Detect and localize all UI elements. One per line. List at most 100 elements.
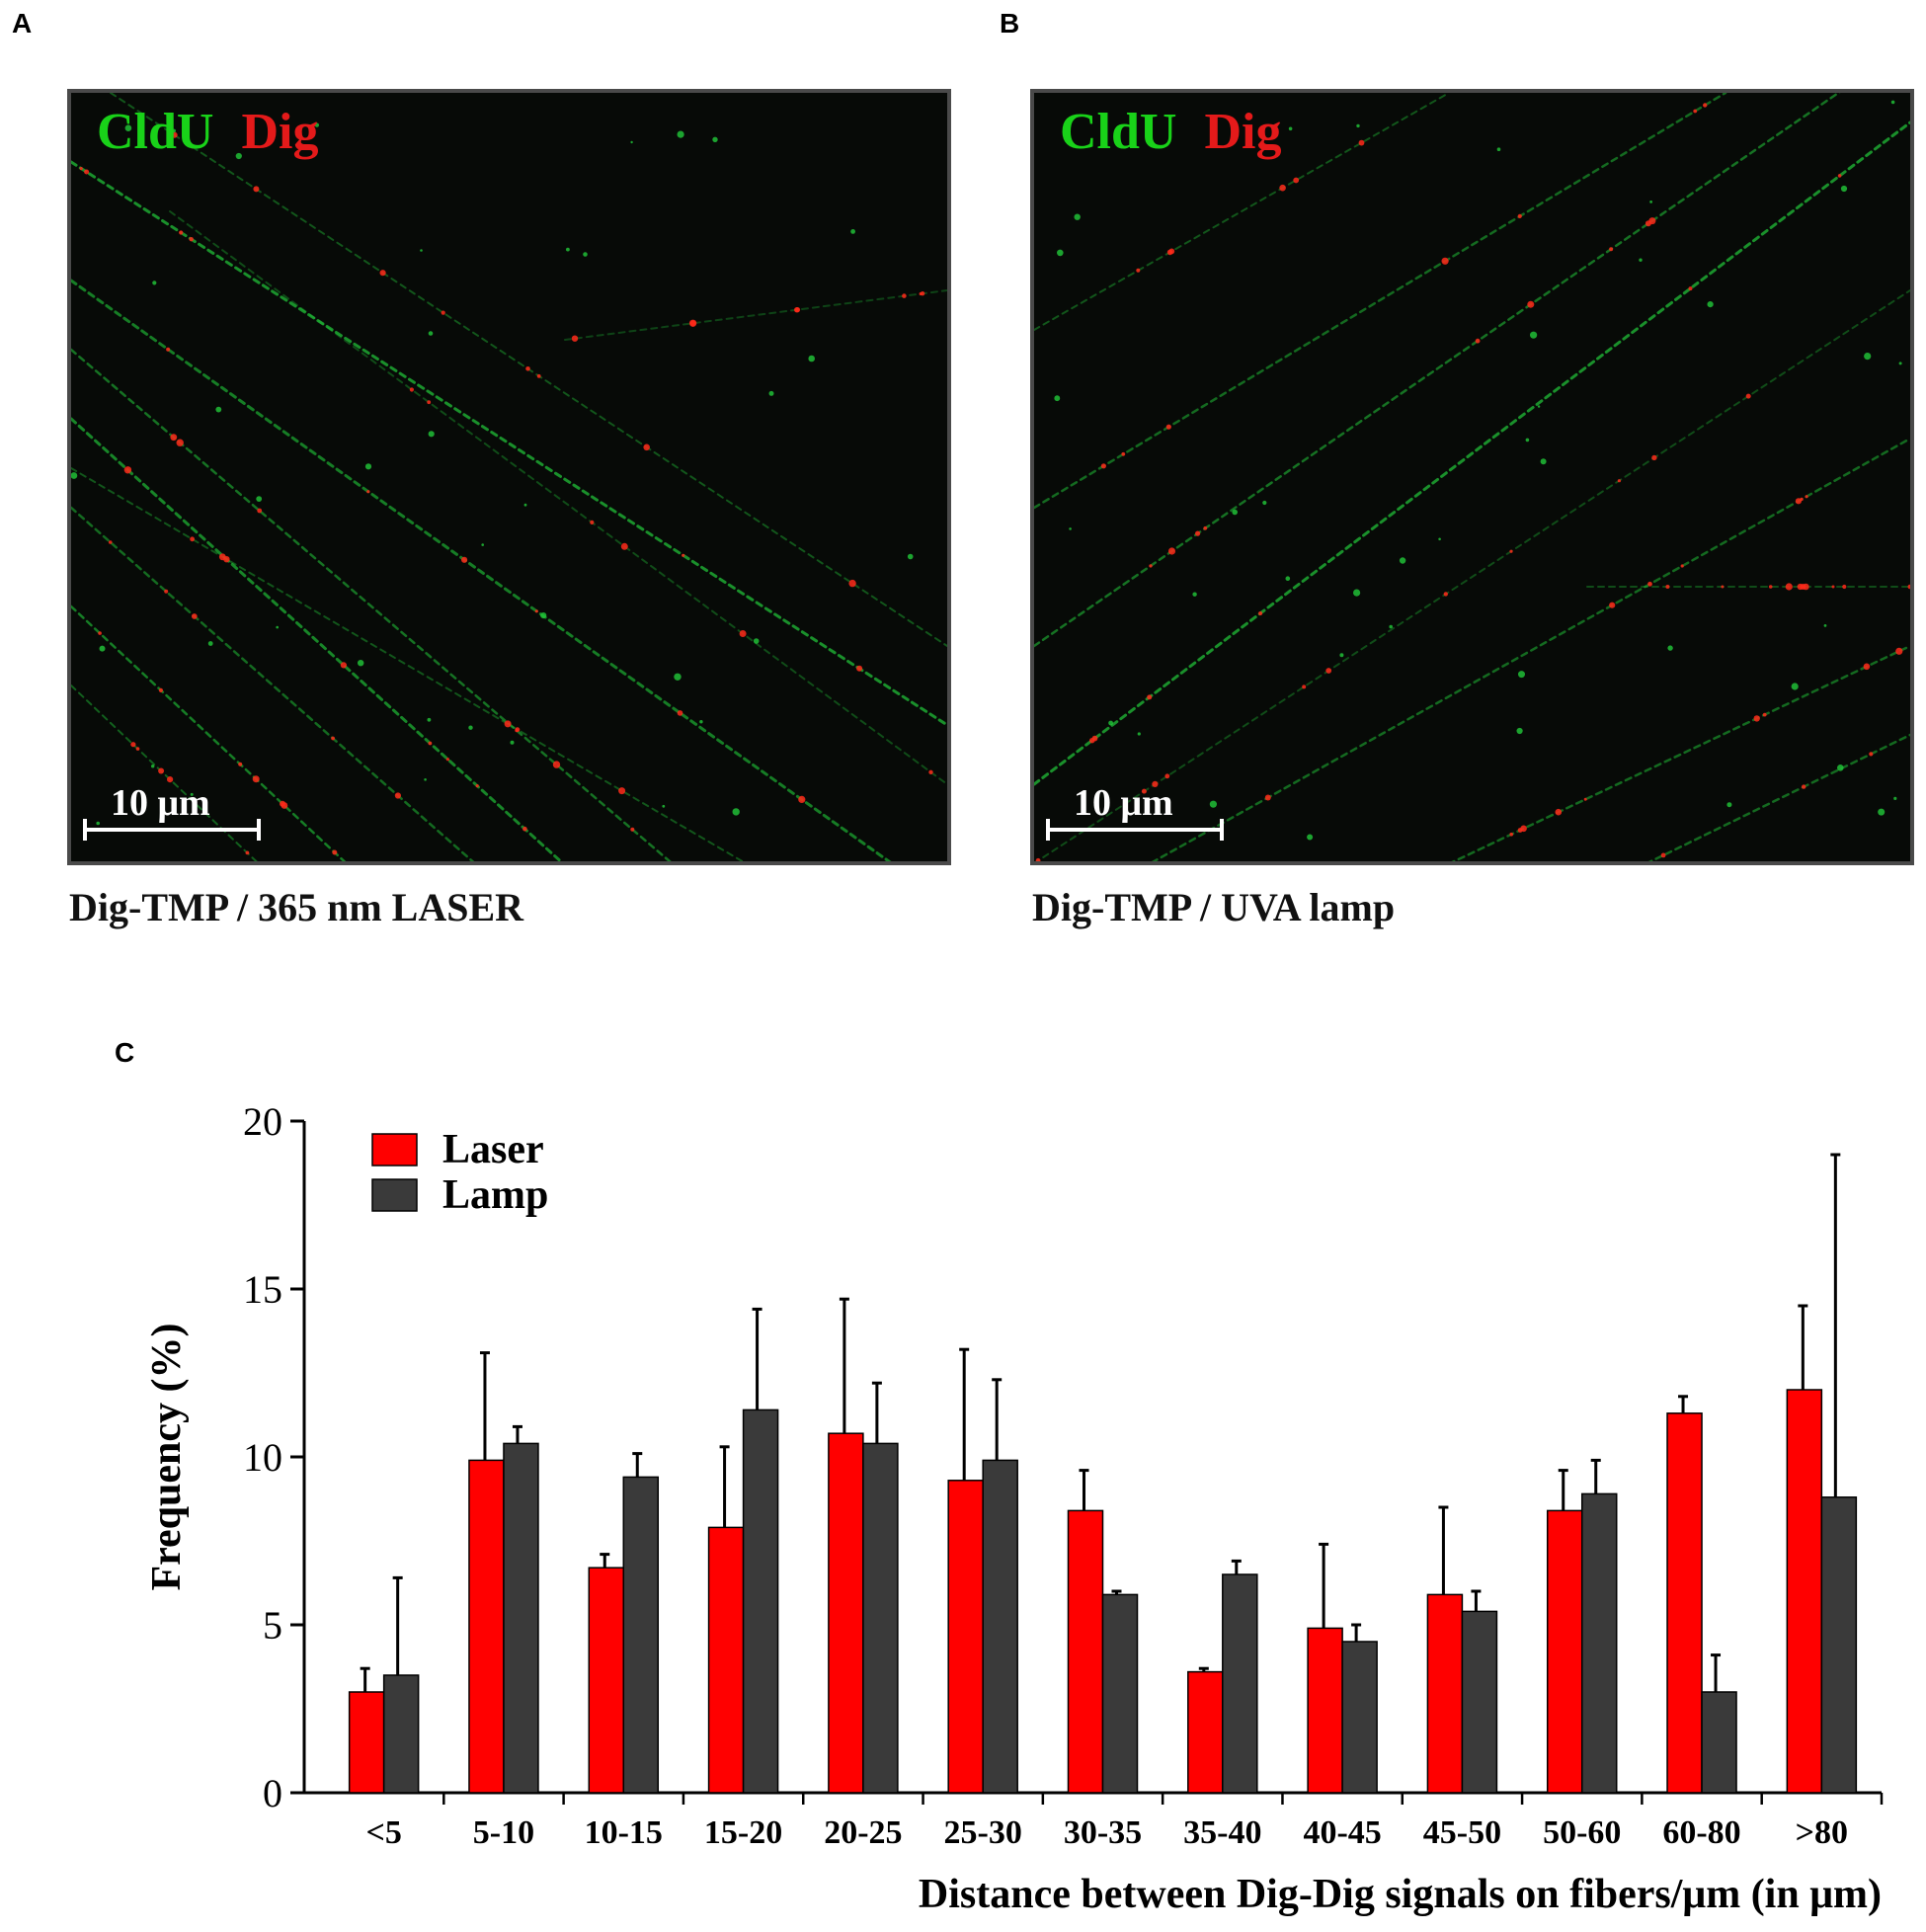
caption-b: Dig-TMP / UVA lamp: [1032, 885, 1396, 929]
dig-signal-dot: [794, 307, 801, 313]
dig-signal-dot: [445, 758, 449, 762]
dig-signal-dot: [1800, 497, 1804, 502]
dig-signal-dot: [536, 373, 541, 378]
dig-signal-dot: [1583, 797, 1587, 801]
dig-signal-dot: [257, 508, 263, 514]
dig-signal-dot: [1035, 857, 1041, 861]
fiber-strand: [71, 160, 947, 727]
dig-signal-dot: [332, 849, 338, 855]
cldu-speck: [1823, 624, 1827, 627]
cldu-speck: [662, 804, 666, 808]
dig-signal-dot: [427, 400, 432, 405]
cldu-speck: [1438, 537, 1441, 541]
dig-signal-dot: [739, 630, 747, 637]
cldu-speck: [523, 503, 527, 507]
cldu-speck: [481, 543, 485, 546]
lamp-bar: [982, 1459, 1018, 1794]
dig-signal-dot: [164, 589, 169, 594]
dig-signal-dot: [677, 710, 683, 716]
dig-signal-dot: [123, 466, 132, 474]
lamp-bar: [1820, 1496, 1858, 1794]
dig-signal-dot: [1688, 286, 1693, 291]
fiber-strand: [564, 289, 947, 341]
dig-signal-dot: [902, 293, 907, 298]
signal-dots: [1035, 100, 1910, 861]
cldu-speck: [1649, 201, 1652, 203]
fiber-image-a: [71, 93, 947, 861]
category-group: 20-25: [824, 1297, 924, 1851]
cldu-speck: [674, 673, 682, 681]
scalebar-a: [83, 819, 261, 841]
category-group: 45-50: [1423, 1505, 1524, 1851]
cldu-speck: [1057, 249, 1064, 257]
dig-signal-dot: [135, 747, 140, 751]
cldu-speck: [677, 130, 684, 138]
cldu-speck: [1339, 653, 1344, 658]
laser-bar: [348, 1691, 385, 1794]
laser-bar: [1666, 1412, 1703, 1794]
dig-signal-dot: [534, 609, 538, 613]
dig-signal-dot: [428, 741, 433, 746]
cldu-speck: [1791, 683, 1799, 690]
dig-signal-dot: [1443, 592, 1448, 597]
laser-bar: [828, 1432, 864, 1794]
frequency-bar-chart: 0 5 10 15 20 Frequency (%) <5 5-10 10-15 15-20 20-…: [144, 1099, 1884, 1917]
cldu-speck: [1540, 458, 1547, 465]
cldu-speck: [1898, 362, 1902, 365]
fiber-strand: [71, 604, 347, 861]
lamp-bar: [1580, 1492, 1618, 1794]
dig-signal-dot: [504, 720, 512, 728]
dig-signal-dot: [281, 802, 288, 809]
cldu-speck: [1496, 147, 1501, 151]
x-tick-label: 50-60: [1543, 1814, 1621, 1851]
dig-signal-dot: [1609, 247, 1614, 252]
lamp-bar: [1341, 1641, 1378, 1794]
dig-signal-dot: [1358, 139, 1365, 146]
dig-signal-dot: [409, 387, 414, 392]
cldu-speck: [1837, 765, 1844, 771]
category-group: 5-10: [468, 1351, 565, 1851]
category-group: 60-80: [1662, 1395, 1763, 1851]
dig-signal-dot: [643, 443, 650, 451]
stain-dig-label: Dig: [1204, 104, 1282, 160]
category-group: 50-60: [1543, 1458, 1644, 1851]
dig-signal-dot: [379, 270, 386, 277]
category-group: 15-20: [704, 1307, 805, 1851]
cldu-speck: [1530, 331, 1538, 339]
laser-bar: [1187, 1670, 1224, 1794]
cldu-speck: [907, 553, 914, 560]
laser-bar: [1067, 1509, 1104, 1794]
dig-signal-dot: [158, 767, 165, 774]
cldu-speck: [1667, 645, 1673, 651]
dig-signal-dot: [441, 310, 445, 315]
dig-signal-dot: [1693, 109, 1698, 114]
lamp-bar: [862, 1442, 899, 1794]
dig-signal-dot: [1195, 530, 1201, 536]
fiber-strand: [1034, 93, 1450, 331]
signal-dots: [71, 122, 933, 855]
dig-signal-dot: [1651, 454, 1657, 461]
dig-signal-dot: [1907, 584, 1910, 590]
laser-bar: [1786, 1389, 1823, 1794]
x-tick-label: 25-30: [944, 1814, 1022, 1851]
category-group: >80: [1786, 1153, 1884, 1851]
dig-signal-dot: [1293, 177, 1300, 184]
cldu-speck: [540, 612, 547, 619]
cldu-speck: [314, 122, 319, 127]
cldu-speck: [172, 128, 176, 133]
dig-signal-dot: [1660, 852, 1666, 858]
dig-signal-dot: [919, 291, 923, 296]
cldu-speck: [850, 229, 855, 234]
dig-signal-dot: [856, 665, 863, 672]
dig-signal-dot: [1509, 549, 1513, 553]
cldu-speck: [235, 152, 242, 160]
dig-signal-dot: [1680, 564, 1684, 568]
lamp-bar: [1461, 1610, 1498, 1794]
cldu-speck: [215, 406, 222, 413]
dig-signal-dot: [1264, 794, 1271, 801]
dig-signal-dot: [1325, 668, 1332, 674]
y-tick-label: 5: [263, 1603, 282, 1648]
dig-signal-dot: [84, 169, 90, 175]
dig-signal-dot: [630, 827, 635, 832]
legend-label-lamp: Lamp: [442, 1172, 548, 1218]
